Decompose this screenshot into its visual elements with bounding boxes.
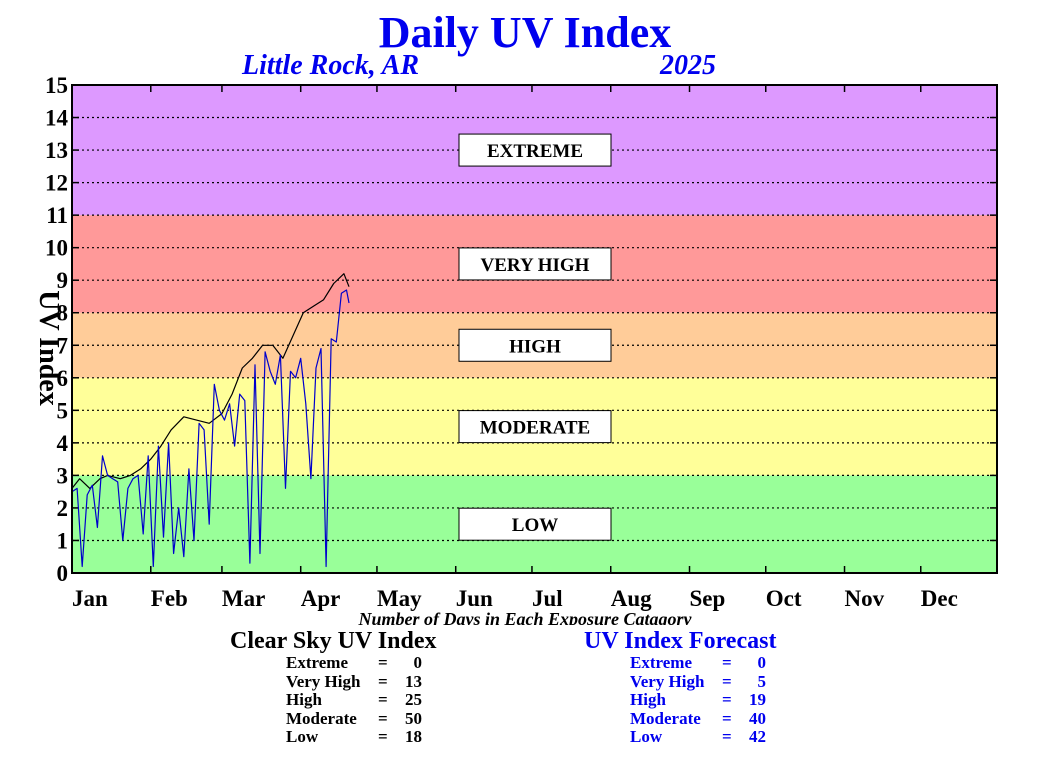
category-label-high: HIGH (458, 328, 612, 362)
plot-frame (71, 84, 998, 574)
clear-sky-row-moderate: Moderate = 50 (286, 708, 422, 728)
category-label-text-very-high: VERY HIGH (481, 255, 590, 276)
clear-sky-row-extreme: Extreme = 0 (286, 653, 422, 672)
ytick-label-4: 4 (57, 431, 69, 456)
clear-sky-stats-title: Clear Sky UV Index (230, 628, 437, 654)
xtick-label-may: May (377, 586, 422, 611)
chart-location: Little Rock, AR (241, 50, 419, 81)
clear-sky-stats-rows: Extreme = 0 Very High = 13 High = 25 Moderate =… (286, 653, 436, 747)
forecast-row-high: High = 19 (630, 690, 766, 709)
xtick-label-dec: Dec (921, 586, 958, 611)
xtick-label-feb: Feb (151, 586, 188, 611)
category-label-box-very-high (458, 247, 612, 281)
xtick-label-jul: Jul (532, 586, 563, 611)
xtick-label-sep: Sep (690, 586, 726, 611)
clear-sky-stats: Clear Sky UV Index Extreme = 0 Very High = 1… (230, 628, 436, 747)
uv-chart: Daily UV Index Little Rock, AR 2025 LOW M… (33, 8, 998, 625)
chart-year: 2025 (659, 50, 716, 81)
ytick-label-1: 1 (57, 528, 69, 553)
category-label-box-high (458, 328, 612, 362)
category-labels: LOW MODERATE HIGH VERY HIGH EXTREME (458, 133, 612, 541)
ytick-label-15: 15 (45, 73, 68, 98)
category-label-text-low: LOW (512, 515, 558, 536)
forecast-stats-title: UV Index Forecast (584, 628, 777, 654)
category-label-text-extreme: EXTREME (487, 141, 583, 162)
xtick-label-jun: Jun (456, 586, 493, 611)
clear-sky-row-high: High = 25 (286, 690, 422, 709)
forecast-row-extreme: Extreme = 0 (630, 653, 766, 672)
clear-sky-row-low: Low = 18 (286, 727, 422, 746)
ytick-label-0: 0 (57, 561, 69, 586)
ytick-label-3: 3 (57, 463, 69, 488)
ytick-label-7: 7 (57, 333, 69, 358)
category-label-box-low (458, 507, 612, 541)
xtick-label-oct: Oct (766, 586, 802, 611)
category-label-very-high: VERY HIGH (458, 247, 612, 281)
category-label-text-high: HIGH (509, 336, 561, 357)
xtick-label-jan: Jan (72, 586, 108, 611)
ytick-label-9: 9 (57, 268, 69, 293)
ytick-label-12: 12 (45, 171, 68, 196)
category-label-low: LOW (458, 507, 612, 541)
grid-lines (71, 84, 997, 574)
category-label-text-moderate: MODERATE (480, 418, 590, 439)
y-axis-label: UV Index (33, 290, 64, 405)
x-tick-labels: Jan Feb Mar Apr May Jun Jul Aug Sep Oct Nov Dec (72, 586, 958, 611)
category-label-box-extreme (458, 133, 612, 167)
forecast-row-very-high: Very High = 5 (630, 671, 766, 691)
chart-title: Daily UV Index (379, 8, 672, 57)
ytick-label-13: 13 (45, 138, 68, 163)
ytick-label-10: 10 (45, 236, 68, 261)
forecast-row-moderate: Moderate = 40 (630, 708, 766, 728)
ytick-label-14: 14 (45, 106, 69, 131)
forecast-stats: UV Index Forecast Extreme = 0 Very High = 5 … (584, 628, 776, 747)
forecast-row-low: Low = 42 (630, 727, 766, 746)
category-label-moderate: MODERATE (458, 410, 612, 444)
forecast-stats-rows: Extreme = 0 Very High = 5 High = 19 Moderate = 4… (630, 653, 776, 747)
xtick-label-aug: Aug (611, 586, 652, 611)
xtick-label-apr: Apr (301, 586, 341, 611)
x-axis-label: Number of Days in Each Exposure Catagory (357, 609, 692, 625)
ytick-label-6: 6 (57, 366, 69, 391)
category-label-extreme: EXTREME (458, 133, 612, 167)
xtick-label-nov: Nov (845, 586, 885, 611)
ytick-label-2: 2 (57, 496, 69, 521)
series-line-uv-index-forecast (71, 289, 350, 568)
data-series (71, 273, 350, 568)
xtick-label-mar: Mar (222, 586, 265, 611)
clear-sky-row-very-high: Very High = 13 (286, 671, 422, 691)
category-label-box-moderate (458, 410, 612, 444)
ytick-label-8: 8 (57, 301, 69, 326)
ytick-label-5: 5 (57, 398, 69, 423)
ytick-label-11: 11 (46, 203, 68, 228)
series-line-clear-sky-uv-index (71, 273, 350, 489)
